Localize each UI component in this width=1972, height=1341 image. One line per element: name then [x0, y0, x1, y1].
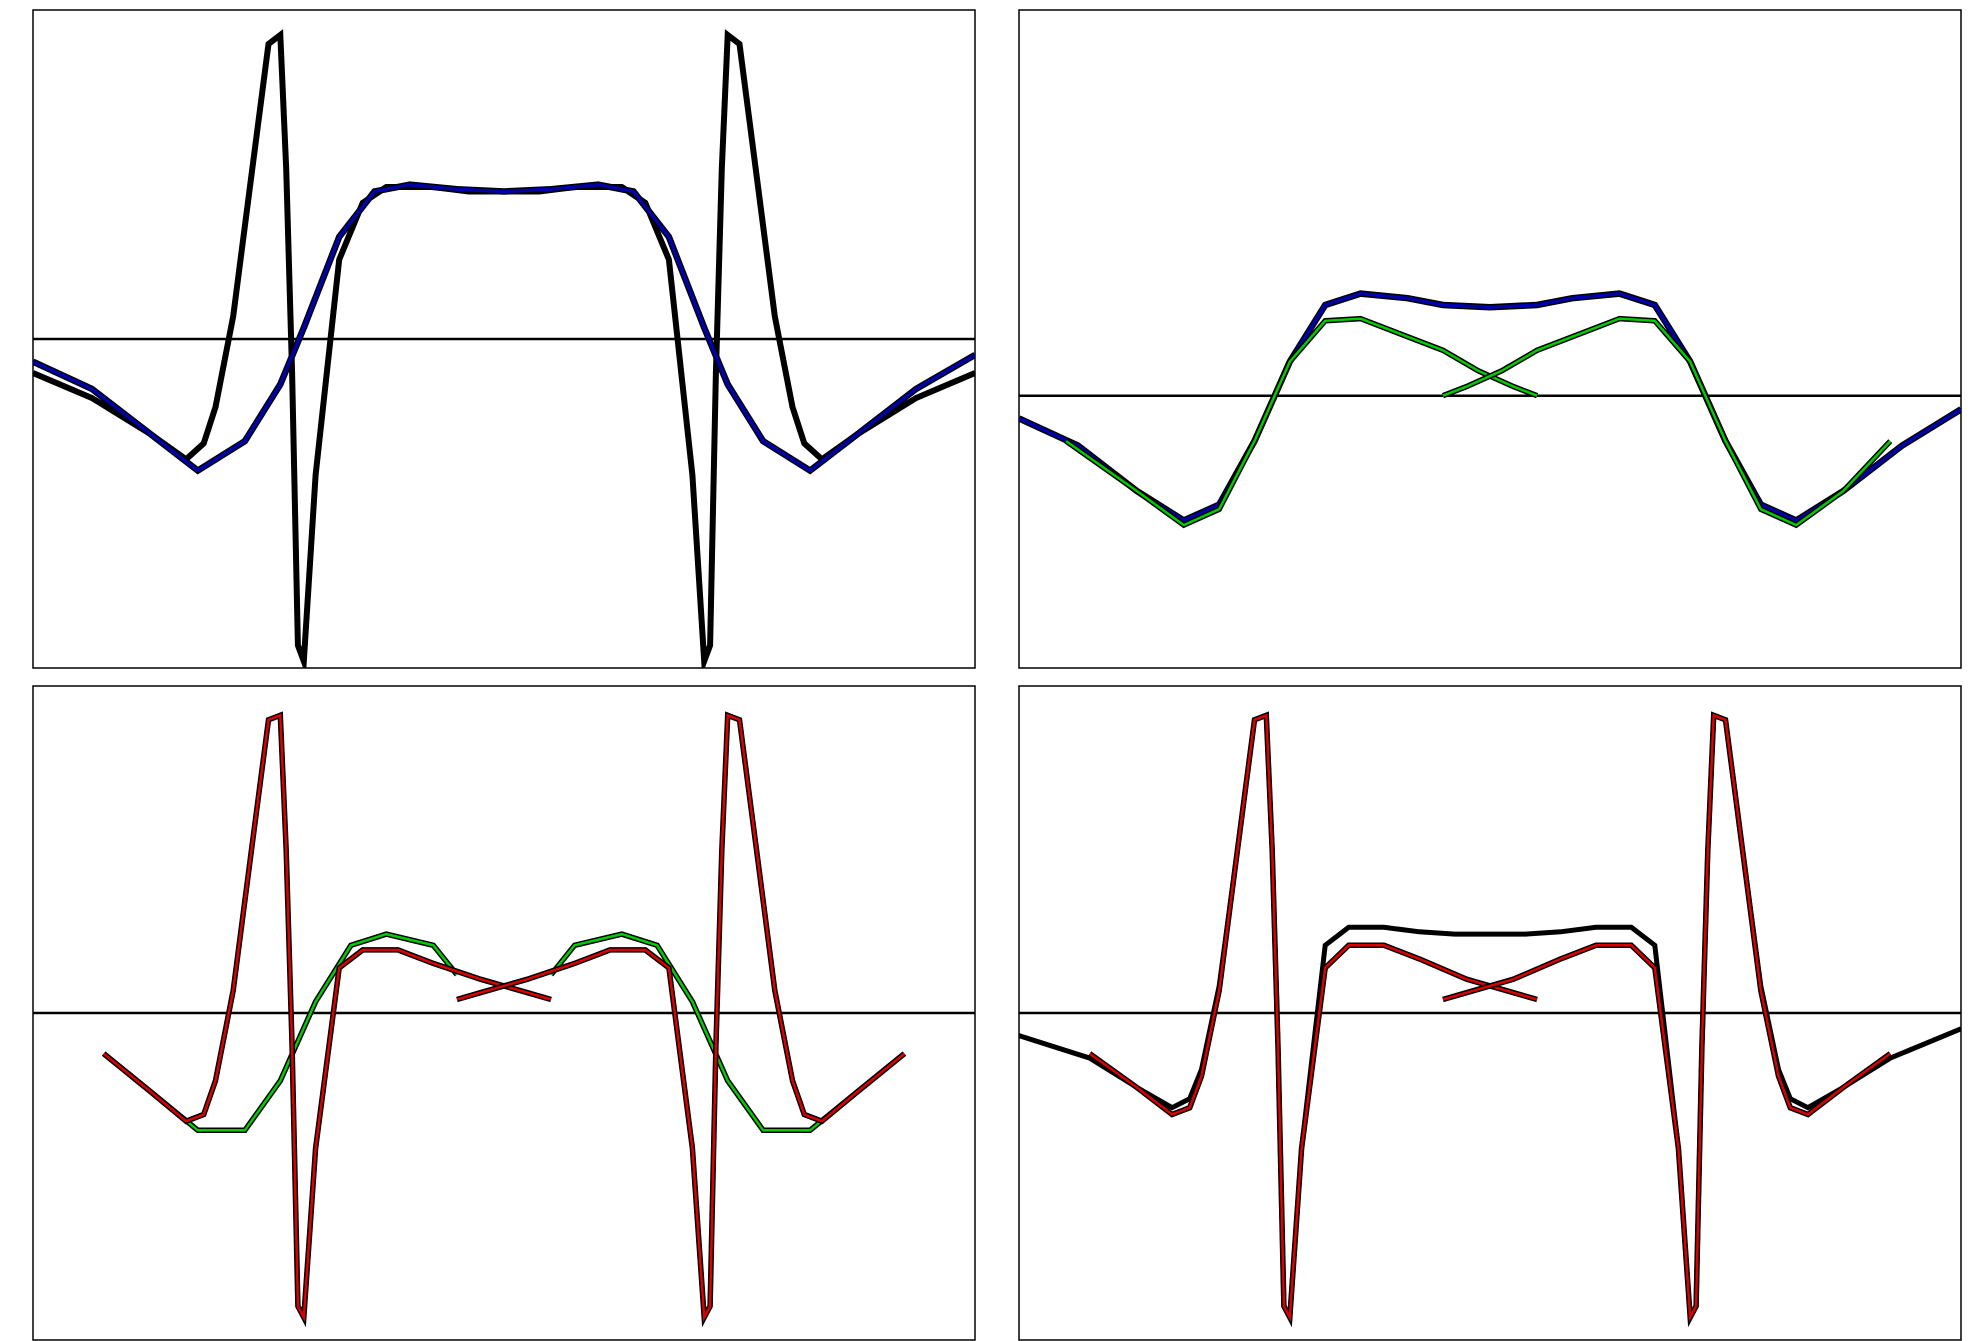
- series-3-line: [1442, 713, 1892, 1322]
- series-2-line: [1088, 713, 1538, 1322]
- series-4-line: [456, 713, 906, 1322]
- series-3-line: [1442, 317, 1892, 527]
- series-2-line: [1065, 317, 1538, 527]
- plot-panel-1: [32, 9, 976, 669]
- plot-panel-4: [1018, 685, 1962, 1341]
- series-1-line: [1019, 291, 1961, 523]
- series-2-line: [33, 182, 975, 473]
- plot-panel-2: [1018, 9, 1962, 669]
- series-3-line: [102, 713, 552, 1322]
- plot-panel-3: [32, 685, 976, 1341]
- plot-frame: [1018, 9, 1962, 669]
